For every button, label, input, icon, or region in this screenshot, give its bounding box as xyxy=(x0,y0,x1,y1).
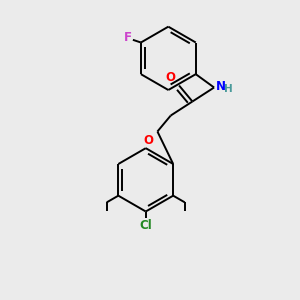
Text: O: O xyxy=(143,134,153,147)
Text: O: O xyxy=(165,71,175,84)
Text: F: F xyxy=(124,31,132,44)
Text: N: N xyxy=(215,80,225,93)
Text: H: H xyxy=(224,84,233,94)
Text: Cl: Cl xyxy=(140,219,152,232)
